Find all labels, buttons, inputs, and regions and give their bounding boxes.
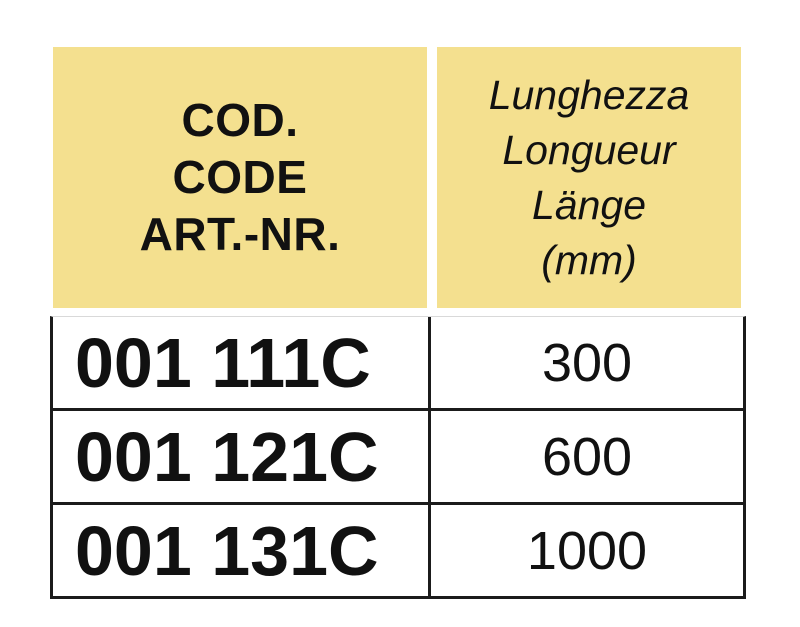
header-cell-length: Lunghezza Longueur Länge (mm): [437, 47, 741, 308]
header-length-line-2: Longueur: [502, 126, 676, 173]
header-length-line-4: (mm): [541, 236, 637, 283]
code-cell: 001 131C: [53, 505, 431, 596]
table-body: 001 111C 300 001 121C 600 001 131C 1000: [50, 316, 746, 599]
header-code-line-3: ART.-NR.: [139, 208, 341, 260]
header-code-line-1: COD.: [181, 94, 299, 146]
code-cell: 001 121C: [53, 411, 431, 502]
table-row: 001 121C 600: [53, 408, 743, 502]
header-length-line-3: Länge: [531, 181, 646, 228]
table-row: 001 111C 300: [53, 317, 743, 408]
length-cell: 1000: [526, 520, 648, 581]
header-code-line-2: CODE: [172, 151, 308, 203]
code-cell: 001 111C: [53, 317, 431, 408]
header-length-line-1: Lunghezza: [488, 71, 690, 118]
length-cell: 600: [541, 426, 633, 487]
length-cell: 300: [541, 332, 633, 393]
table-row: 001 131C 1000: [53, 502, 743, 596]
header-cell-code: COD. CODE ART.-NR.: [53, 47, 427, 308]
